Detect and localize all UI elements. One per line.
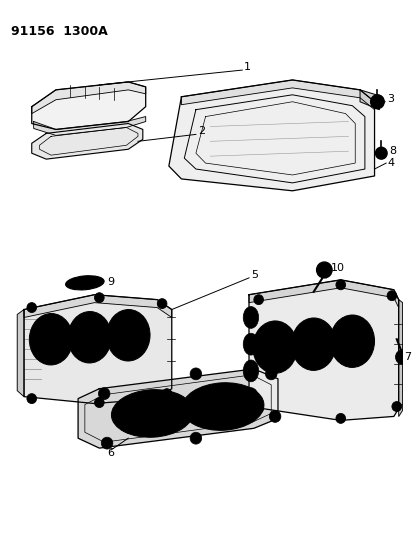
Ellipse shape (329, 315, 374, 367)
Circle shape (386, 290, 396, 301)
Text: 91156  1300A: 91156 1300A (10, 25, 107, 37)
Text: 2: 2 (197, 126, 204, 136)
Circle shape (335, 280, 345, 290)
Polygon shape (32, 124, 142, 159)
Ellipse shape (106, 310, 150, 361)
Circle shape (253, 403, 263, 414)
Circle shape (253, 295, 263, 304)
Circle shape (395, 350, 408, 364)
Circle shape (316, 262, 331, 278)
Polygon shape (181, 80, 374, 110)
Circle shape (190, 368, 201, 380)
Ellipse shape (242, 306, 258, 328)
Circle shape (391, 401, 401, 411)
Ellipse shape (337, 324, 366, 359)
Circle shape (265, 368, 276, 380)
Ellipse shape (242, 387, 258, 409)
Text: 4: 4 (386, 158, 393, 168)
Ellipse shape (111, 390, 193, 437)
Polygon shape (33, 117, 145, 135)
Ellipse shape (68, 311, 111, 363)
Circle shape (335, 414, 345, 423)
Circle shape (27, 303, 36, 312)
Circle shape (157, 298, 166, 309)
Circle shape (268, 410, 280, 422)
Polygon shape (169, 80, 374, 191)
Polygon shape (32, 82, 145, 114)
Text: 10: 10 (330, 263, 344, 273)
Ellipse shape (29, 313, 73, 365)
Text: 3: 3 (386, 94, 393, 104)
Text: 5: 5 (250, 270, 257, 280)
Circle shape (374, 99, 380, 104)
Circle shape (190, 432, 201, 444)
Text: 9: 9 (107, 277, 114, 287)
Polygon shape (248, 280, 398, 308)
Circle shape (94, 398, 104, 408)
Circle shape (27, 394, 36, 403)
Circle shape (378, 151, 383, 156)
Circle shape (370, 95, 383, 109)
Polygon shape (248, 280, 398, 421)
Text: 1: 1 (244, 62, 251, 72)
Text: 8: 8 (388, 146, 395, 156)
Polygon shape (24, 295, 171, 403)
Circle shape (101, 437, 113, 449)
Polygon shape (398, 300, 401, 416)
Polygon shape (359, 90, 378, 110)
Polygon shape (32, 82, 145, 130)
Polygon shape (24, 295, 171, 318)
Text: 6: 6 (107, 448, 114, 458)
Circle shape (94, 293, 104, 303)
Ellipse shape (65, 276, 104, 290)
Ellipse shape (38, 322, 64, 357)
Ellipse shape (291, 318, 335, 370)
Text: 7: 7 (404, 352, 411, 362)
Circle shape (162, 389, 171, 399)
Ellipse shape (76, 320, 103, 354)
Polygon shape (17, 310, 24, 397)
Circle shape (98, 387, 110, 400)
Ellipse shape (252, 321, 297, 374)
Circle shape (399, 354, 404, 360)
Ellipse shape (299, 326, 328, 362)
Ellipse shape (260, 329, 289, 365)
Ellipse shape (114, 318, 142, 353)
Ellipse shape (242, 333, 258, 355)
Ellipse shape (181, 383, 263, 430)
Circle shape (375, 147, 386, 159)
Polygon shape (78, 369, 277, 448)
Ellipse shape (242, 360, 258, 382)
Circle shape (320, 266, 327, 273)
